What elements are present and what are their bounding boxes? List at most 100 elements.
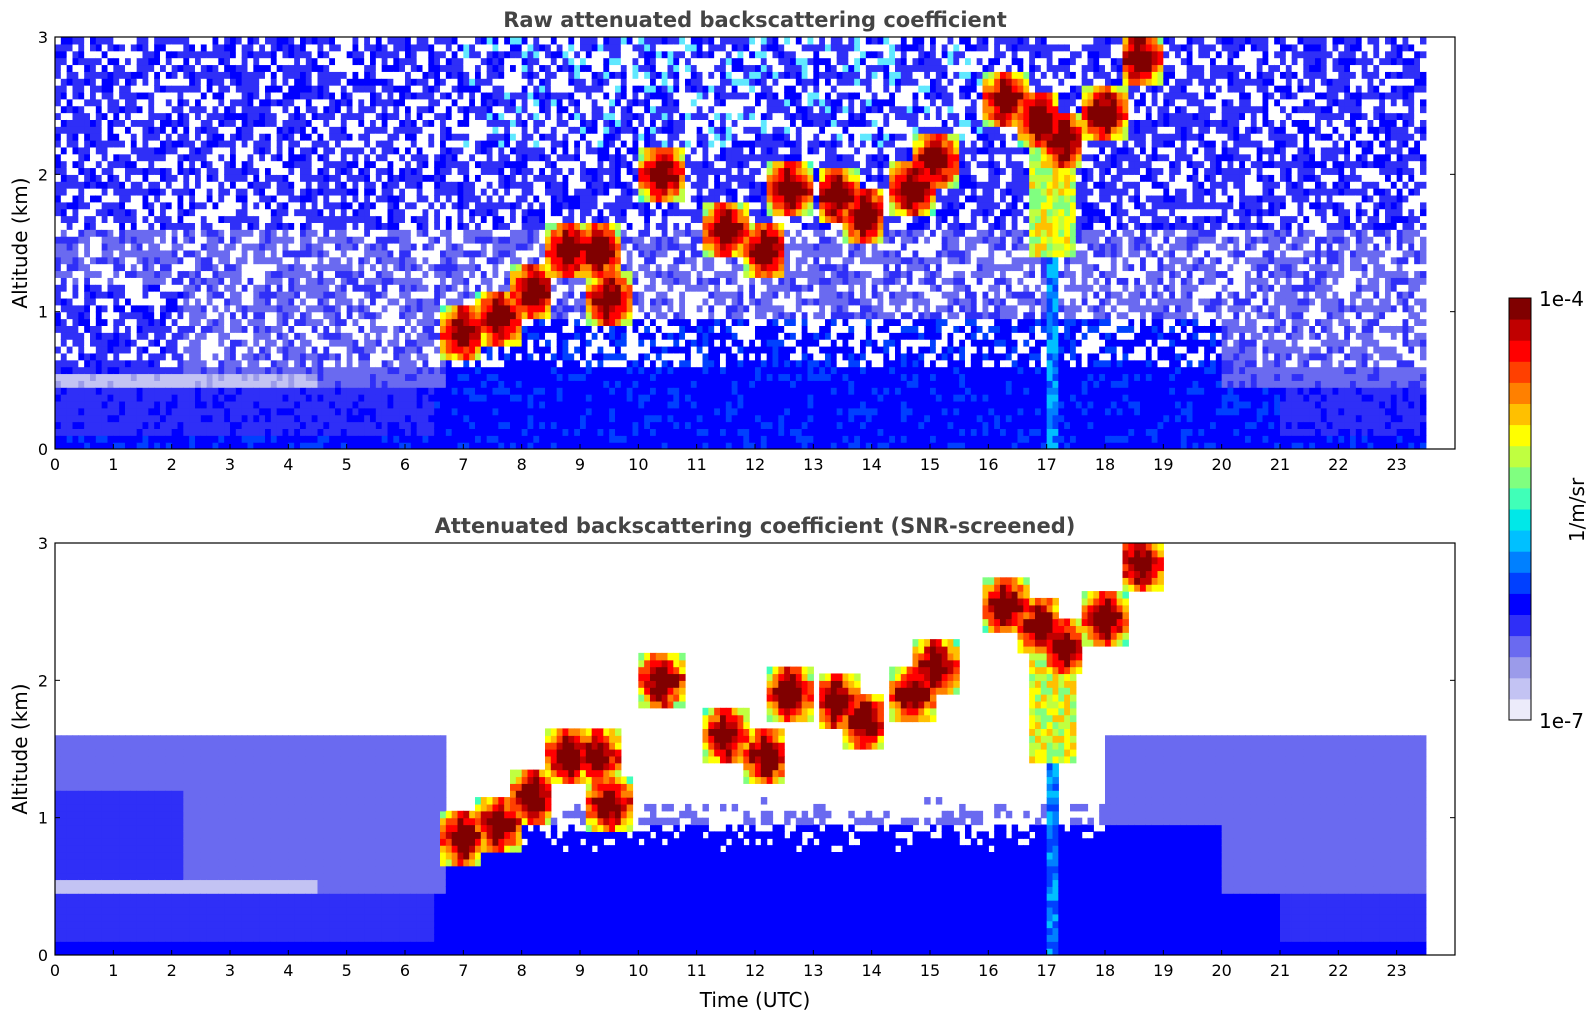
heatmap-cell xyxy=(282,160,289,169)
heatmap-cell xyxy=(393,407,400,416)
heatmap-cell xyxy=(480,249,488,258)
heatmap-cell xyxy=(510,208,517,217)
heatmap-cell xyxy=(410,442,418,449)
heatmap-cell xyxy=(55,229,62,237)
heatmap-cell xyxy=(101,78,109,86)
heatmap-cell xyxy=(195,50,202,59)
heatmap-cell xyxy=(171,146,179,155)
heatmap-cell xyxy=(165,78,173,86)
heatmap-cell xyxy=(399,91,406,100)
heatmap-cell xyxy=(498,249,505,258)
heatmap-cell xyxy=(428,174,435,182)
heatmap-cell xyxy=(189,304,196,313)
heatmap-cell xyxy=(527,91,534,100)
heatmap-cell xyxy=(434,421,441,429)
heatmap-cell xyxy=(311,236,319,244)
heatmap-cell xyxy=(510,167,517,175)
heatmap-cell xyxy=(480,400,488,409)
heatmap-cell xyxy=(329,174,336,182)
heatmap-cell xyxy=(224,380,231,388)
heatmap-cell xyxy=(300,146,307,155)
heatmap-cell xyxy=(294,181,301,189)
heatmap-cell xyxy=(206,215,214,223)
heatmap-cell xyxy=(375,64,383,72)
heatmap-cell xyxy=(247,394,254,402)
heatmap-cell xyxy=(218,284,225,292)
heatmap-cell xyxy=(422,304,429,313)
heatmap-cell xyxy=(282,359,289,368)
heatmap-cell xyxy=(515,181,523,189)
heatmap-cell xyxy=(533,352,540,361)
heatmap-cell xyxy=(171,98,179,107)
heatmap-cell xyxy=(311,133,319,141)
heatmap-cell xyxy=(294,229,301,237)
heatmap-cell xyxy=(101,222,109,230)
heatmap-cell xyxy=(463,91,470,100)
heatmap-cell xyxy=(72,380,79,388)
heatmap-cell xyxy=(294,64,301,72)
heatmap-cell xyxy=(457,119,464,127)
heatmap-cell xyxy=(410,270,418,278)
heatmap-cell xyxy=(259,208,266,217)
heatmap-cell xyxy=(218,366,225,375)
heatmap-cell xyxy=(445,380,453,388)
heatmap-cell xyxy=(317,366,324,375)
heatmap-cell xyxy=(533,366,540,375)
heatmap-cell xyxy=(195,78,202,86)
heatmap-cell xyxy=(125,37,132,45)
heatmap-cell xyxy=(200,78,208,86)
heatmap-cell xyxy=(84,435,91,443)
heatmap-cell xyxy=(405,133,412,141)
heatmap-cell xyxy=(241,256,249,265)
heatmap-cell xyxy=(410,339,418,347)
heatmap-cell xyxy=(235,112,243,120)
heatmap-cell xyxy=(329,380,336,388)
heatmap-cell xyxy=(212,297,219,306)
heatmap-cell xyxy=(288,146,295,155)
heatmap-cell xyxy=(84,208,91,217)
heatmap-cell xyxy=(218,167,225,175)
heatmap-cell xyxy=(148,277,155,285)
heatmap-cell xyxy=(475,311,482,320)
heatmap-cell xyxy=(504,208,511,217)
heatmap-cell xyxy=(241,394,249,402)
heatmap-cell xyxy=(253,160,260,169)
heatmap-cell xyxy=(375,442,383,449)
heatmap-cell xyxy=(177,407,184,416)
heatmap-cell xyxy=(492,91,499,100)
heatmap-cell xyxy=(154,428,161,436)
heatmap-cell xyxy=(160,64,167,72)
heatmap-cell xyxy=(95,400,103,409)
heatmap-cell xyxy=(375,229,383,237)
heatmap-cell xyxy=(253,270,260,278)
heatmap-cell xyxy=(399,421,406,429)
heatmap-cell xyxy=(270,442,278,449)
heatmap-cell xyxy=(533,387,540,395)
heatmap-cell xyxy=(370,64,377,72)
heatmap-cell xyxy=(329,85,336,93)
heatmap-cell xyxy=(177,78,184,86)
heatmap-cell xyxy=(265,346,272,354)
heatmap-cell xyxy=(510,291,517,299)
heatmap-cell xyxy=(352,256,359,265)
heatmap-cell xyxy=(463,85,470,93)
heatmap-cell xyxy=(148,394,155,402)
heatmap-cell xyxy=(101,421,109,429)
heatmap-cell xyxy=(445,222,453,230)
heatmap-cell xyxy=(370,421,377,429)
heatmap-cell xyxy=(381,105,389,114)
heatmap-cell xyxy=(463,167,470,175)
heatmap-cell xyxy=(142,50,149,59)
heatmap-cell xyxy=(247,50,254,59)
heatmap-cell xyxy=(247,284,254,292)
heatmap-cell xyxy=(405,243,412,251)
heatmap-cell xyxy=(224,194,231,203)
heatmap-cell xyxy=(165,153,173,162)
heatmap-cell xyxy=(375,297,383,306)
heatmap-cell xyxy=(78,57,85,66)
heatmap-cell xyxy=(230,98,237,107)
heatmap-cell xyxy=(381,318,389,326)
heatmap-cell xyxy=(130,98,138,107)
heatmap-cell xyxy=(230,428,237,436)
heatmap-cell xyxy=(107,153,114,162)
